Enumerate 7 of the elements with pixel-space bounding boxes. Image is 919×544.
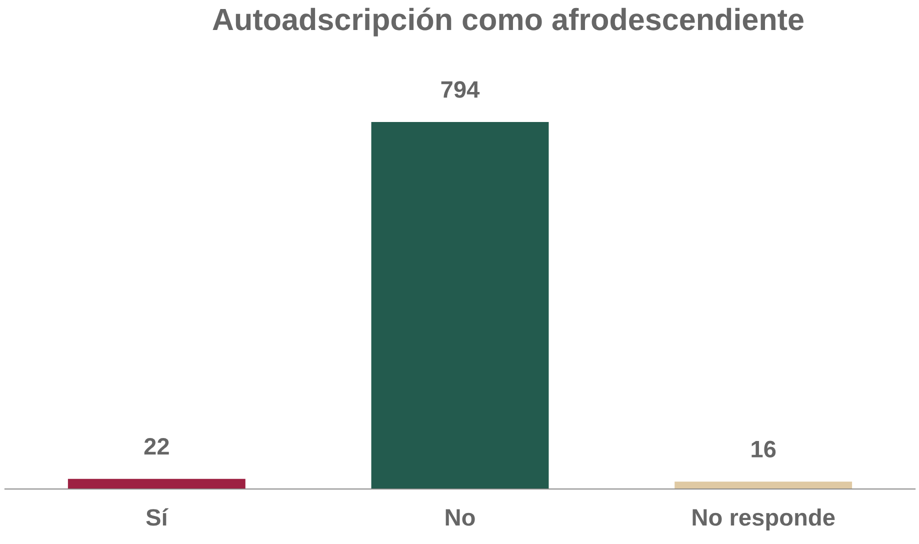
chart-title: Autoadscripción como afrodescendiente — [212, 8, 804, 36]
data-label: 16 — [752, 440, 776, 458]
data-label: 794 — [441, 81, 480, 98]
x-tick-label: Sí — [146, 508, 168, 526]
x-tick-label: No responde — [692, 508, 835, 530]
x-tick-label: No — [446, 509, 475, 526]
data-label: 22 — [144, 438, 169, 454]
